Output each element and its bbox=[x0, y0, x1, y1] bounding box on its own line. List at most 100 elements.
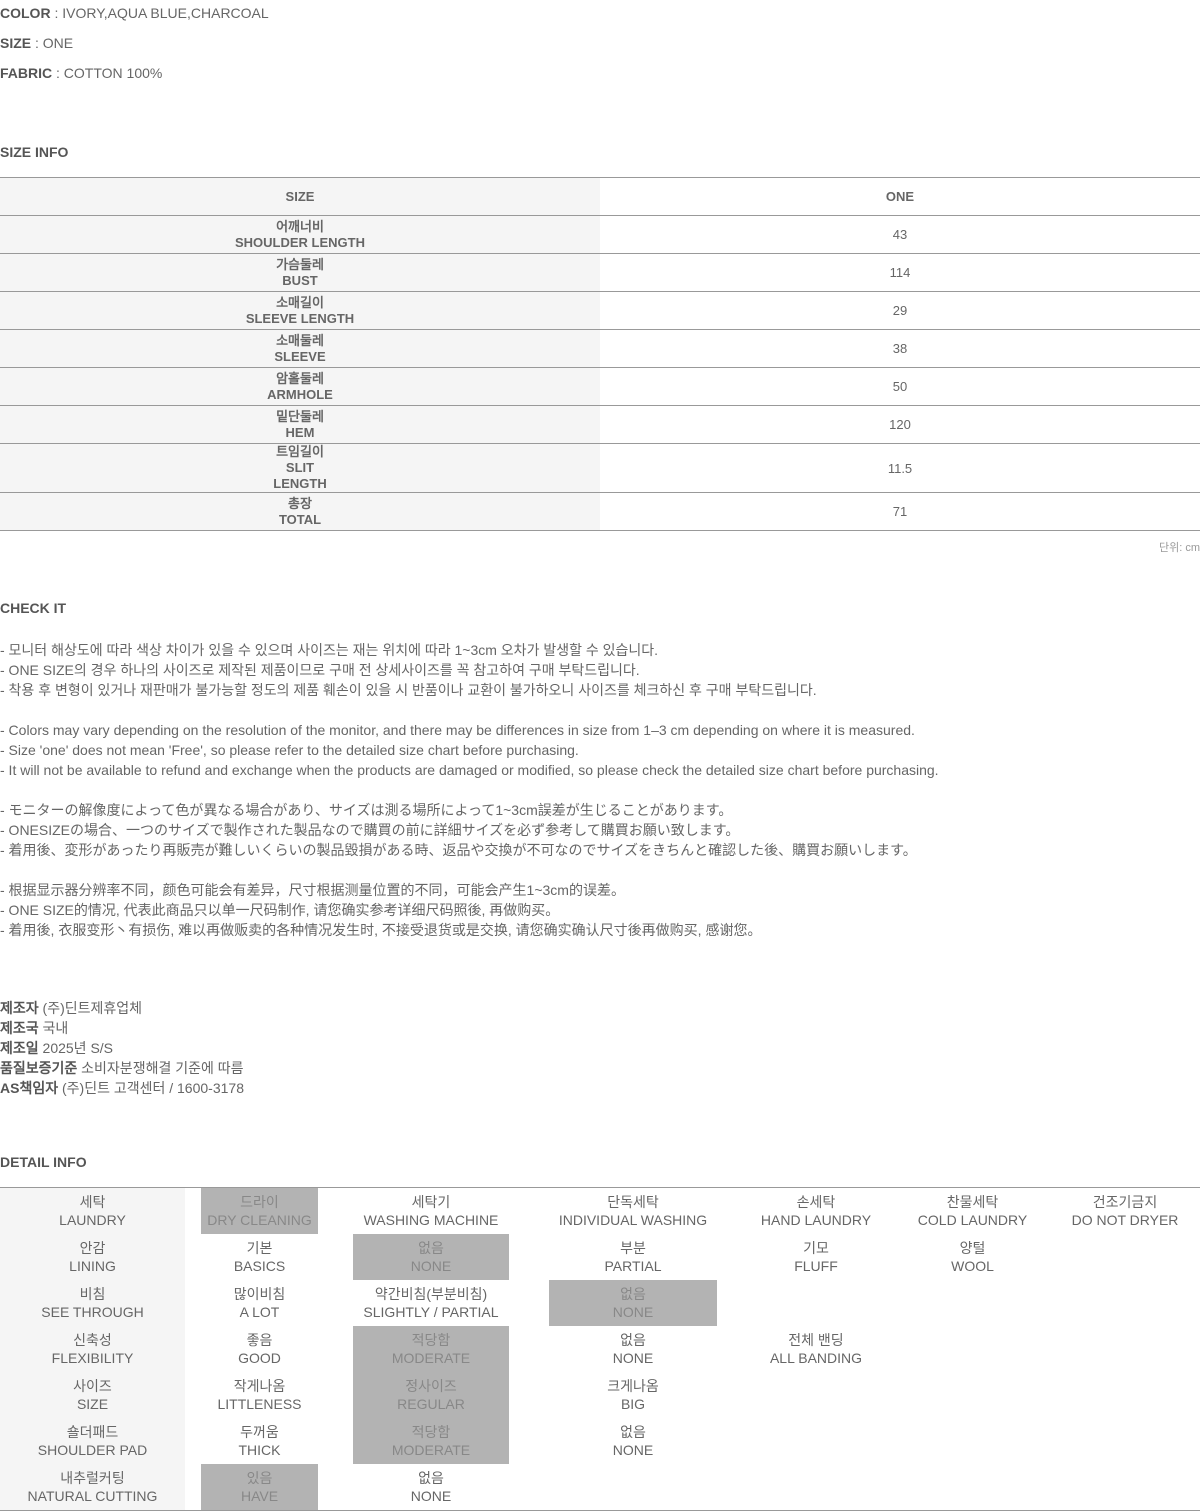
measurement-name: 총장 TOTAL bbox=[0, 493, 600, 530]
maker-label: 제조자 bbox=[0, 1000, 39, 1016]
option-ko: 내추럴커팅 bbox=[60, 1470, 125, 1486]
option-ko: 크게나옴 bbox=[607, 1378, 659, 1394]
maker-label: 품질보증기준 bbox=[0, 1060, 78, 1076]
spec-size: SIZE : ONE bbox=[0, 35, 74, 51]
header-one: ONE bbox=[885, 189, 915, 204]
option-en: SIZE bbox=[76, 1396, 109, 1412]
measurement-ko: 총장 bbox=[288, 495, 312, 511]
option-en: NONE bbox=[410, 1258, 452, 1274]
detail-option: 드라이 DRY CLEANING bbox=[201, 1188, 318, 1234]
check-line: - ONE SIZE의 경우 하나의 사이즈로 제작된 제품이므로 구매 전 상… bbox=[0, 662, 640, 678]
option-en: REGULAR bbox=[397, 1396, 465, 1412]
option-ko: 양털 bbox=[959, 1240, 986, 1256]
measurement-ko: 소매둘레 bbox=[276, 332, 324, 348]
check-line: - モニターの解像度によって色が異なる場合があり、サイズは測る場所によって1~3… bbox=[0, 802, 733, 818]
option-ko: 없음 bbox=[418, 1240, 444, 1256]
check-line: - 착용 후 변형이 있거나 재판매가 불가능할 정도의 제품 훼손이 있을 시… bbox=[0, 682, 817, 698]
measurement-name: 암홀둘레 ARMHOLE bbox=[0, 368, 600, 405]
measurement-en: LENGTH bbox=[273, 476, 327, 491]
detail-option: 부분 PARTIAL bbox=[549, 1234, 717, 1280]
option-en: NONE bbox=[410, 1488, 452, 1504]
measurement-value: 71 bbox=[892, 504, 908, 519]
detail-label: 내추럴커팅 NATURAL CUTTING bbox=[0, 1464, 185, 1510]
measurement-name: 어깨너비 SHOULDER LENGTH bbox=[0, 216, 600, 253]
option-en: GOOD bbox=[238, 1350, 281, 1366]
option-ko: 세탁기 bbox=[411, 1194, 451, 1210]
measurement-en: SLEEVE LENGTH bbox=[245, 310, 355, 326]
check-group: - 根据显示器分辨率不同，颜色可能会有差异，尺寸根据测量位置的不同，可能会产生1… bbox=[0, 880, 761, 940]
measurement-name: 가슴둘레 BUST bbox=[0, 254, 600, 291]
check-line: - It will not be available to refund and… bbox=[0, 762, 939, 778]
option-ko: 적당함 bbox=[411, 1332, 451, 1348]
option-en: HAND LAUNDRY bbox=[760, 1212, 872, 1228]
detail-label: 세탁 LAUNDRY bbox=[0, 1188, 185, 1234]
option-en: PARTIAL bbox=[604, 1258, 662, 1274]
option-ko: 찬물세탁 bbox=[946, 1194, 999, 1210]
option-ko: 좋음 bbox=[246, 1332, 273, 1348]
detail-option: 많이비침 A LOT bbox=[201, 1280, 318, 1326]
option-en: LINING bbox=[69, 1258, 116, 1274]
detail-option: 없음 NONE bbox=[353, 1234, 509, 1280]
measurement-name: 밑단둘레 HEM bbox=[0, 406, 600, 443]
option-en: NATURAL CUTTING bbox=[27, 1488, 158, 1504]
measurement-value: 120 bbox=[889, 417, 911, 432]
option-ko: 손세탁 bbox=[796, 1194, 836, 1210]
option-ko: 두꺼움 bbox=[240, 1424, 279, 1440]
table-row: 총장 TOTAL 71 bbox=[0, 493, 1200, 531]
detail-option: 없음 NONE bbox=[549, 1418, 717, 1464]
option-en: DRY CLEANING bbox=[207, 1212, 312, 1228]
maker-value: 소비자분쟁해결 기준에 따름 bbox=[77, 1060, 244, 1076]
option-en: MODERATE bbox=[391, 1350, 471, 1366]
detail-label: 사이즈 SIZE bbox=[0, 1372, 185, 1418]
detail-option: 약간비침(부분비침) SLIGHTLY / PARTIAL bbox=[353, 1280, 509, 1326]
option-ko: 정사이즈 bbox=[405, 1378, 457, 1394]
maker-value: (주)딘트제휴업체 bbox=[38, 1000, 143, 1016]
detail-option: 없음 NONE bbox=[549, 1326, 717, 1372]
option-ko: 없음 bbox=[620, 1286, 646, 1302]
option-en: MODERATE bbox=[391, 1442, 471, 1458]
option-en: DO NOT DRYER bbox=[1071, 1212, 1179, 1228]
maker-line: 제조국 국내 bbox=[0, 1018, 244, 1038]
option-en: NONE bbox=[612, 1304, 654, 1320]
option-ko: 세탁 bbox=[79, 1194, 106, 1210]
measurement-en: SHOULDER LENGTH bbox=[235, 234, 365, 250]
measurement-value: 38 bbox=[892, 341, 908, 356]
option-ko: 없음 bbox=[620, 1332, 646, 1348]
maker-label: 제조일 bbox=[0, 1040, 39, 1056]
detail-option: 정사이즈 REGULAR bbox=[353, 1372, 509, 1418]
option-en: WASHING MACHINE bbox=[363, 1212, 499, 1228]
check-line: - ONESIZEの場合、一つのサイズで製作された製品なので購買の前に詳細サイズ… bbox=[0, 822, 740, 838]
detail-info-title: DETAIL INFO bbox=[0, 1154, 87, 1170]
maker-label: AS책임자 bbox=[0, 1080, 59, 1096]
table-row: 소매둘레 SLEEVE 38 bbox=[0, 330, 1200, 368]
maker-line: 제조일 2025년 S/S bbox=[0, 1038, 244, 1058]
check-line: - 모니터 해상도에 따라 색상 차이가 있을 수 있으며 사이즈는 재는 위치… bbox=[0, 642, 659, 658]
option-en: A LOT bbox=[239, 1304, 280, 1320]
header-size: SIZE bbox=[0, 178, 600, 215]
option-en: NONE bbox=[612, 1442, 654, 1458]
option-en: LAUNDRY bbox=[59, 1212, 126, 1228]
measurement-name: 소매둘레 SLEEVE bbox=[0, 330, 600, 367]
measurement-name: 트임길이 SLIT LENGTH bbox=[0, 444, 600, 492]
option-ko: 없음 bbox=[418, 1470, 444, 1486]
detail-option: 세탁기 WASHING MACHINE bbox=[353, 1188, 509, 1234]
option-ko: 작게나옴 bbox=[233, 1378, 286, 1394]
option-en: SHOULDER PAD bbox=[37, 1442, 148, 1458]
option-en: LITTLENESS bbox=[217, 1396, 302, 1412]
option-en: FLUFF bbox=[794, 1258, 838, 1274]
detail-label: 숄더패드 SHOULDER PAD bbox=[0, 1418, 185, 1464]
check-it-title: CHECK IT bbox=[0, 600, 67, 616]
measurement-ko: 암홀둘레 bbox=[276, 370, 324, 386]
option-ko: 안감 bbox=[79, 1240, 106, 1256]
measurement-name: 소매길이 SLEEVE LENGTH bbox=[0, 292, 600, 329]
option-ko: 약간비침(부분비침) bbox=[374, 1286, 488, 1302]
option-en: COLD LAUNDRY bbox=[917, 1212, 1028, 1228]
detail-label: 신축성 FLEXIBILITY bbox=[0, 1326, 185, 1372]
option-en: THICK bbox=[238, 1442, 281, 1458]
measurement-value: 43 bbox=[892, 227, 908, 242]
option-ko: 건조기금지 bbox=[1092, 1194, 1158, 1210]
option-en: ALL BANDING bbox=[769, 1350, 863, 1366]
table-row: 밑단둘레 HEM 120 bbox=[0, 406, 1200, 444]
measurement-value: 29 bbox=[892, 303, 908, 318]
detail-label: 비침 SEE THROUGH bbox=[0, 1280, 185, 1326]
